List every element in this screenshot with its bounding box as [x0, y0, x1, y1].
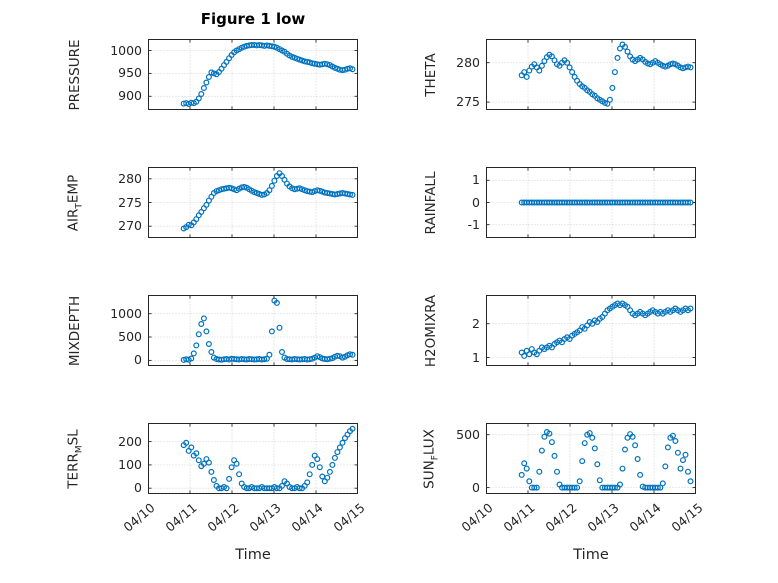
- y-tick-label: 0: [472, 479, 480, 495]
- y-tick-label: 950: [118, 65, 142, 81]
- y-tick-label: 500: [456, 426, 480, 442]
- y-tick-labels: 0 500 1000: [110, 295, 358, 368]
- y-tick-label: 500: [118, 329, 142, 344]
- y-tick-label: 1: [472, 172, 480, 188]
- y-tick-labels: 270 275 280: [118, 167, 358, 238]
- y-tick-label: 1000: [110, 42, 142, 58]
- figure-title: Figure 1 low: [200, 10, 306, 28]
- y-tick-label: 200: [118, 433, 142, 449]
- x-axis-label-time-right: Time: [573, 547, 609, 563]
- y-tick-labels: -1 0 1: [468, 167, 696, 238]
- plot-area-theta: [486, 39, 696, 110]
- subplot-pressure: PRESSURE 900 950 1000: [67, 39, 358, 110]
- x-tick-labels: 04/10 04/11 04/12 04/13 04/14 04/15: [458, 423, 705, 535]
- y-tick-label: 100: [118, 456, 142, 472]
- x-tick-labels: 04/10 04/11 04/12 04/13 04/14 04/15: [120, 423, 367, 535]
- y-tick-label: 0: [134, 480, 142, 496]
- y-tick-label: 275: [118, 194, 142, 210]
- subplot-sun-flux: SUNFLUX 0 500 04/10 04/11 04/12 04/13 04/14 04…: [422, 423, 706, 563]
- plot-area-terr-msl: [148, 423, 358, 494]
- y-tick-label: -1: [467, 216, 480, 232]
- plot-area-air-temp: [148, 167, 358, 238]
- plot-area-sun-flux: [486, 423, 696, 494]
- y-tick-label: 0: [134, 352, 142, 368]
- plot-area-h2omixra: [486, 295, 696, 366]
- plot-area-pressure: [148, 39, 358, 110]
- subplot-theta: THETA 275 280: [423, 39, 696, 110]
- y-tick-label: 0: [472, 194, 480, 210]
- y-tick-label: 2: [472, 315, 480, 331]
- y-tick-labels: 0 100 200: [118, 423, 358, 496]
- subplot-mixdepth: MIXDEPTH 0 500 1000: [67, 295, 358, 368]
- y-tick-labels: 275 280: [456, 39, 696, 110]
- plot-area-mixdepth: [148, 295, 358, 366]
- y-tick-label: 900: [118, 88, 142, 104]
- plot-area-rainfall: [486, 167, 696, 238]
- subplot-air-temp: AIRTEMP 270 275 280: [66, 167, 358, 238]
- y-tick-label: 270: [118, 218, 142, 234]
- y-tick-label: 1000: [110, 305, 142, 321]
- y-tick-label: 275: [456, 94, 480, 110]
- y-tick-labels: 900 950 1000: [110, 39, 358, 110]
- y-tick-label: 280: [456, 54, 480, 70]
- y-tick-label: 280: [118, 170, 142, 186]
- y-tick-labels: 0 500: [456, 423, 696, 495]
- subplot-terr-msl: TERRMSL 0 100 200 04/10 04/11 04/12 04/13 04/1…: [66, 423, 368, 563]
- subplot-rainfall: RAINFALL -1 0 1: [423, 167, 696, 238]
- x-axis-label-time-left: Time: [235, 547, 271, 563]
- y-tick-label: 1: [472, 349, 480, 365]
